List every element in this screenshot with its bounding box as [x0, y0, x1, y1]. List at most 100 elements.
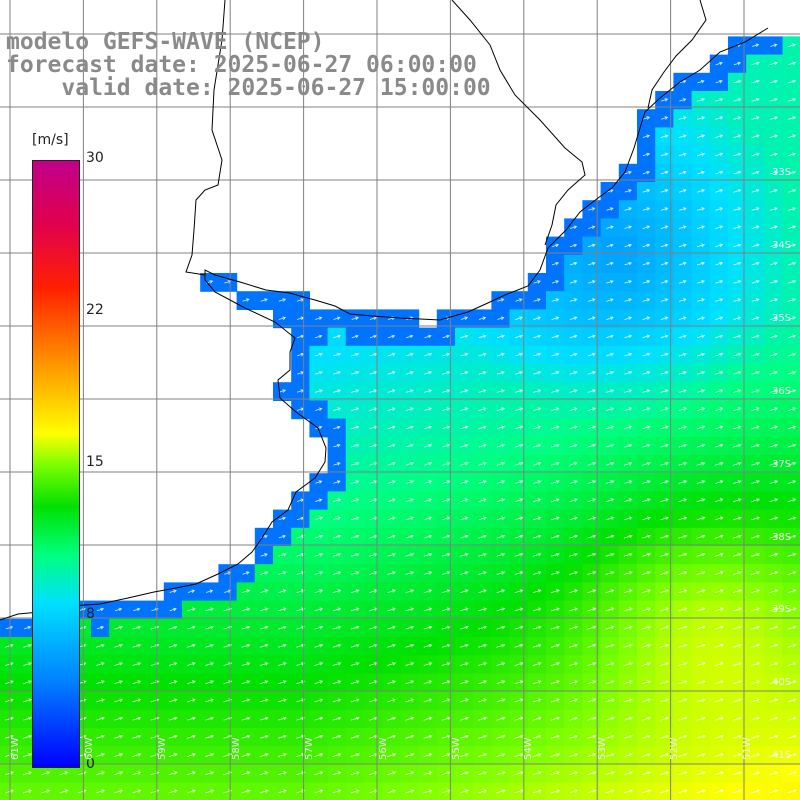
wind-arrow	[405, 352, 414, 357]
wind-arrow	[332, 516, 342, 521]
wind-arrow	[114, 680, 124, 685]
wind-arrow	[114, 789, 124, 794]
wind-arrow	[241, 589, 251, 594]
wind-arrow	[350, 662, 360, 666]
wind-arrow	[514, 734, 524, 739]
wind-arrow	[787, 316, 797, 320]
lagoon-shore	[647, 0, 707, 109]
wind-arrow	[732, 771, 743, 776]
wind-arrow	[642, 443, 651, 448]
wind-arrow	[515, 316, 523, 320]
wind-arrow	[732, 716, 743, 721]
wind-arrow	[715, 152, 724, 157]
wind-arrow	[732, 753, 743, 757]
wind-arrow	[660, 461, 669, 466]
wind-arrow	[4, 680, 14, 685]
wind-arrow	[587, 334, 596, 339]
lon-label-58w: 58W	[231, 737, 242, 760]
wind-arrow	[260, 553, 268, 557]
wind-arrow	[387, 716, 397, 721]
wind-arrow	[406, 334, 414, 339]
wind-arrow	[314, 734, 324, 739]
wind-arrow	[241, 734, 251, 739]
wind-arrow	[642, 371, 651, 375]
wind-arrow	[733, 170, 742, 175]
wind-arrow	[186, 789, 196, 794]
wind-arrow	[114, 753, 124, 757]
wind-arrow	[95, 698, 105, 703]
wind-arrow	[551, 407, 560, 411]
wind-arrow	[423, 352, 433, 357]
wind-arrow	[551, 389, 560, 393]
wind-arrow	[333, 334, 341, 339]
wind-arrow	[714, 625, 724, 630]
wind-arrow	[460, 498, 469, 503]
wind-arrow	[569, 643, 579, 648]
wind-arrow	[205, 589, 214, 593]
wind-arrow	[351, 352, 360, 357]
wind-arrow	[314, 516, 324, 521]
wind-arrow	[606, 243, 614, 248]
wind-arrow	[4, 789, 14, 794]
wind-arrow	[550, 643, 560, 648]
wind-arrow	[4, 716, 14, 721]
wind-arrow	[715, 298, 724, 302]
wind-arrow	[315, 334, 323, 339]
wind-arrow	[168, 734, 178, 739]
wind-arrow	[405, 552, 415, 557]
title-valid-date: valid date: 2025-06-27 15:00:00	[6, 75, 491, 101]
wind-arrow	[605, 516, 615, 521]
wind-arrow	[696, 480, 706, 484]
wind-arrow	[550, 625, 560, 630]
wind-arrow	[496, 753, 506, 757]
lon-label-56w: 56W	[378, 737, 389, 760]
wind-arrow	[587, 789, 597, 794]
wind-arrow	[241, 680, 251, 685]
wind-arrow	[769, 298, 779, 302]
wind-arrow	[314, 753, 324, 757]
wind-arrow	[787, 407, 797, 412]
wind-arrow	[23, 643, 33, 648]
wind-arrow	[277, 753, 287, 757]
wind-arrow	[551, 298, 560, 302]
wind-arrow	[606, 280, 614, 284]
wind-arrow	[551, 443, 560, 448]
wind-arrow	[533, 316, 542, 320]
wind-arrow	[587, 371, 596, 375]
wind-arrow	[733, 298, 742, 302]
wind-arrow	[442, 334, 450, 339]
wind-arrow	[569, 334, 578, 339]
wind-arrow	[678, 643, 688, 648]
wind-arrow	[641, 662, 652, 666]
wind-arrow	[23, 753, 33, 757]
wind-arrow	[769, 643, 779, 648]
wind-arrow	[114, 771, 124, 776]
wind-arrow	[750, 607, 761, 612]
wind-arrow	[733, 189, 742, 193]
wind-arrow	[660, 334, 669, 339]
wind-arrow	[477, 771, 488, 776]
wind-arrow	[95, 680, 105, 685]
wind-arrow	[569, 225, 578, 229]
wind-arrow	[187, 625, 196, 630]
wind-arrow	[405, 516, 415, 521]
wind-arrow	[569, 498, 578, 503]
wind-arrow	[186, 680, 196, 685]
wind-arrow	[551, 480, 560, 484]
wind-arrow	[259, 625, 269, 630]
wind-arrow	[787, 79, 797, 84]
wind-arrow	[750, 716, 761, 721]
wind-arrow	[496, 698, 506, 703]
wind-arrow	[587, 480, 597, 484]
wind-arrow	[350, 534, 360, 539]
wind-arrow	[332, 698, 342, 703]
wind-arrow	[569, 461, 578, 466]
wind-arrow	[642, 298, 651, 302]
wind-arrow	[168, 698, 178, 703]
wind-arrow	[715, 116, 724, 120]
wind-arrow	[241, 789, 251, 794]
wind-arrow	[751, 225, 760, 229]
wind-arrow	[696, 607, 706, 612]
wind-arrow	[605, 443, 615, 448]
wind-arrow	[442, 407, 451, 411]
